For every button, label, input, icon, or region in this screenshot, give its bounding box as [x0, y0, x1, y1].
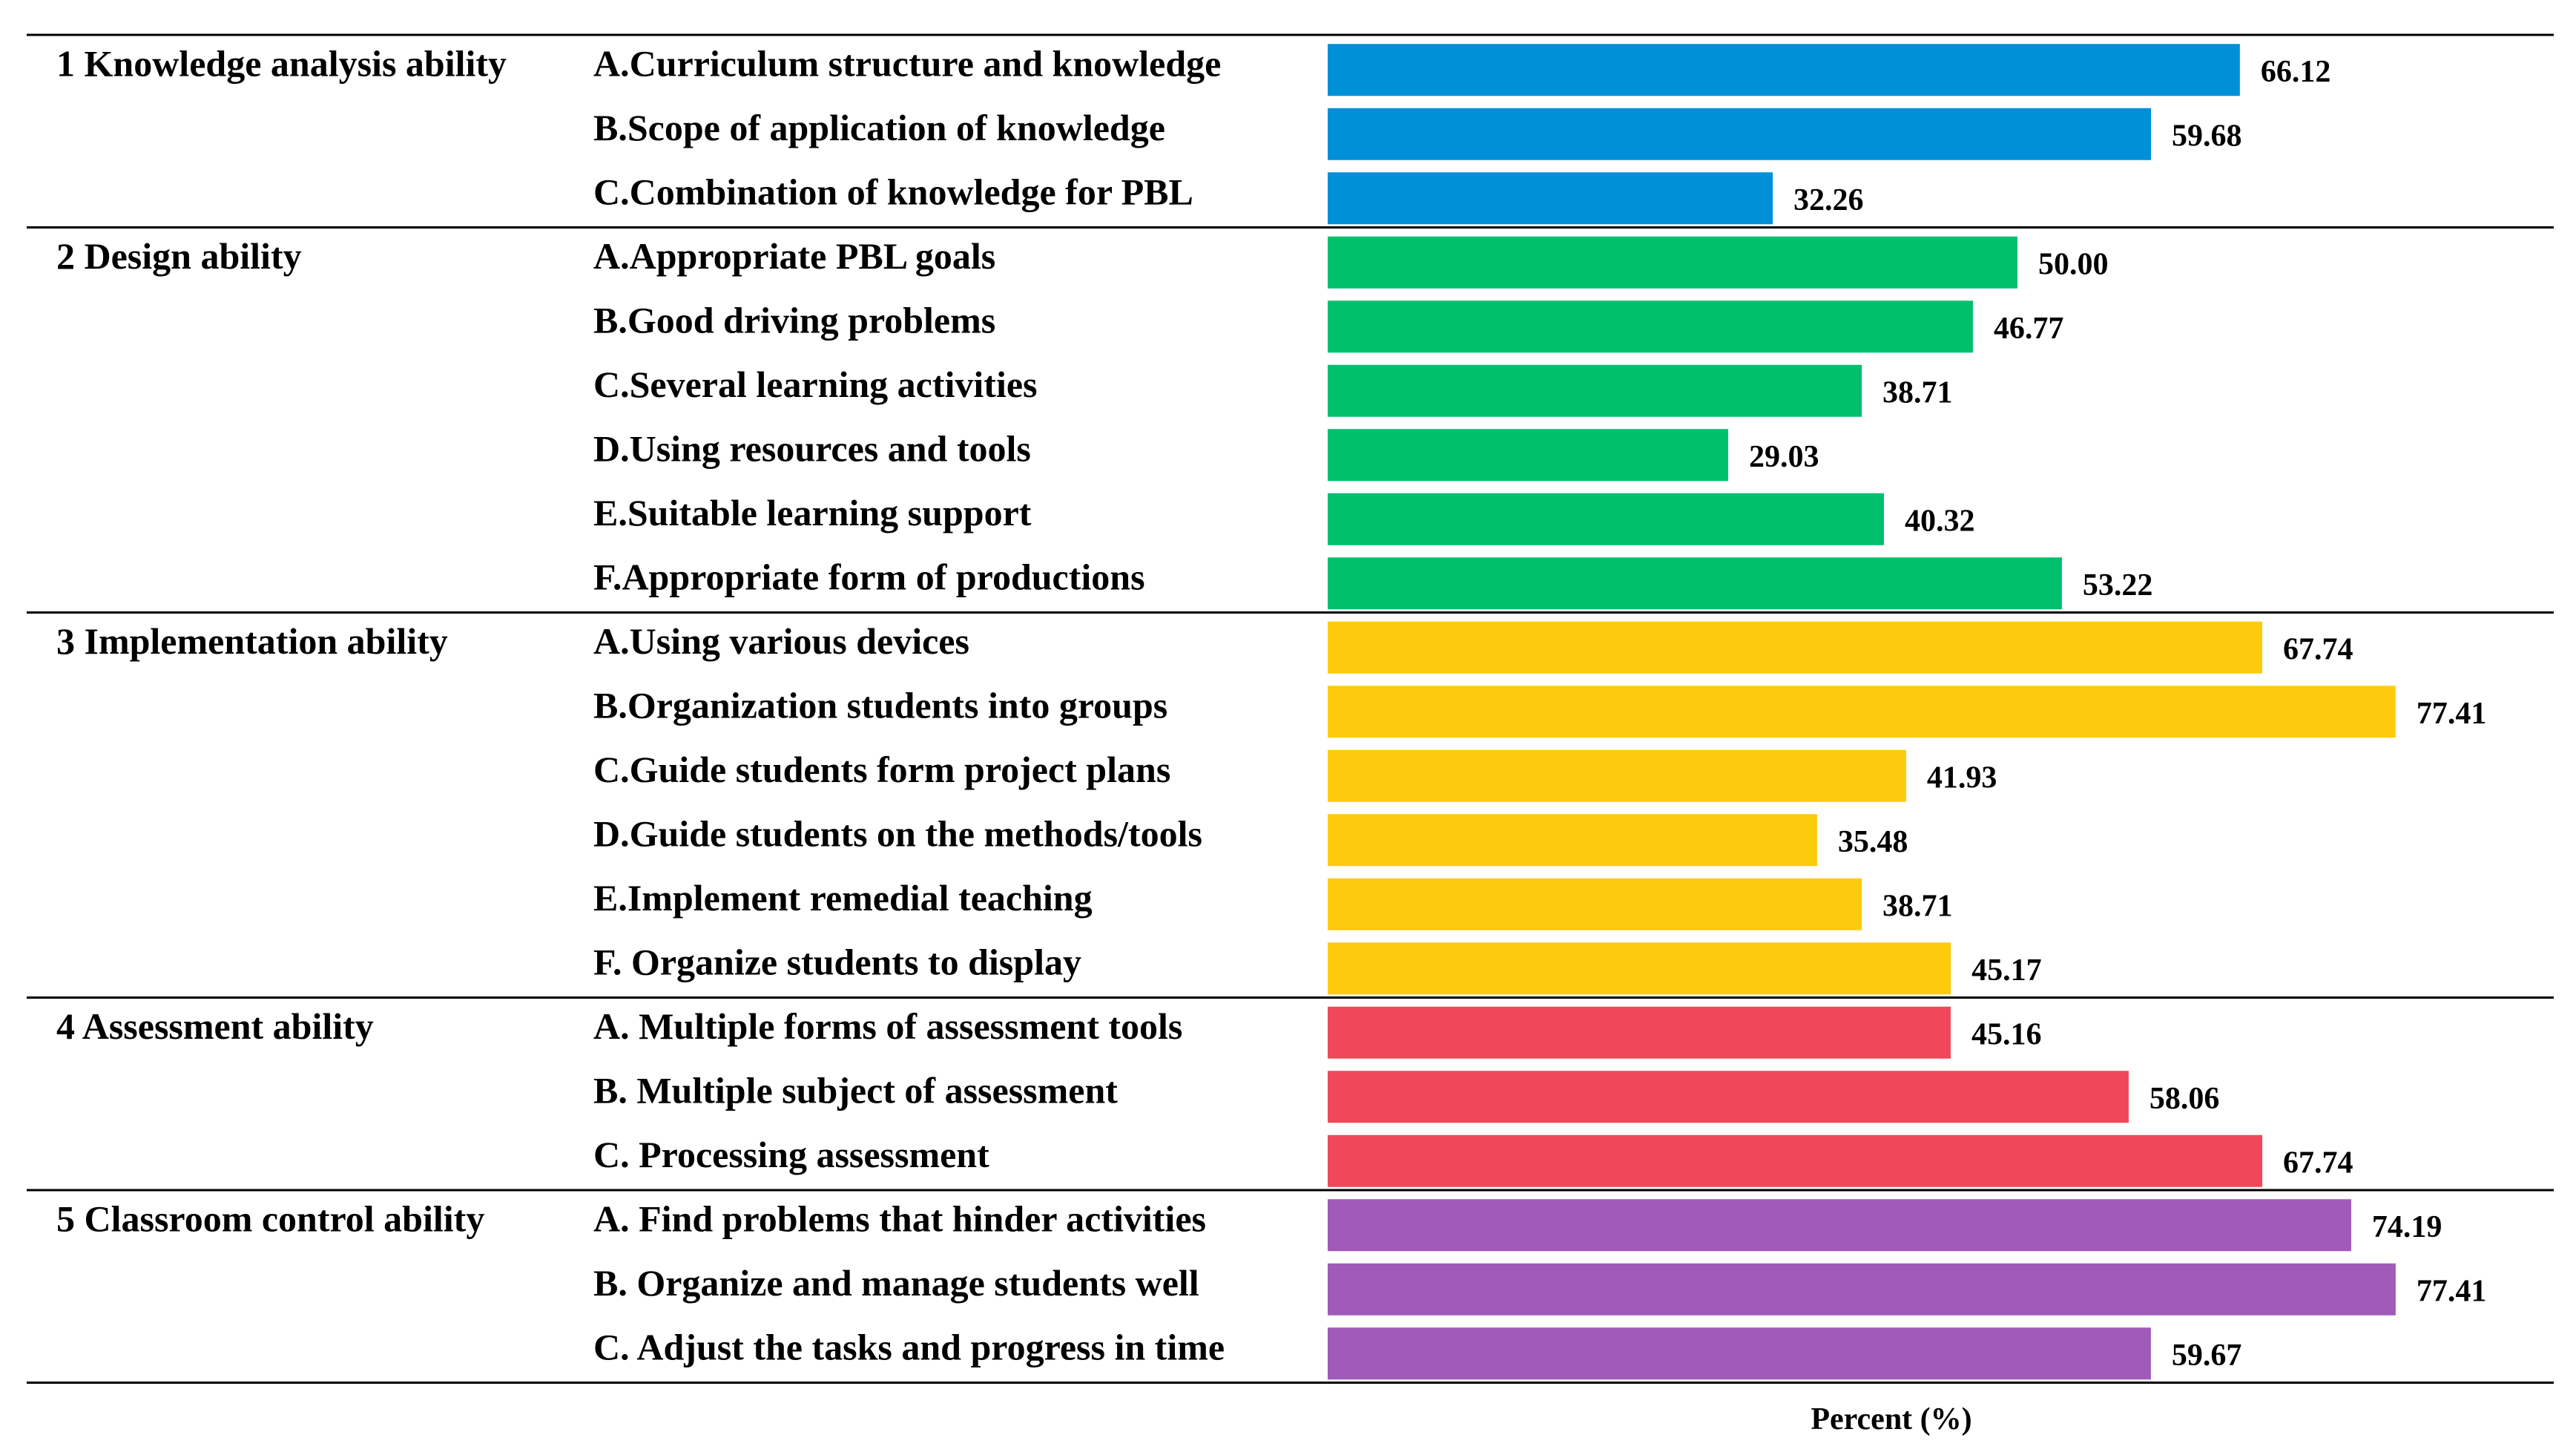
bar: [1328, 429, 1728, 482]
category-label: 3 Implementation ability: [56, 620, 448, 662]
item-label: B. Multiple subject of assessment: [593, 1070, 1118, 1111]
data-label: 40.32: [1905, 504, 1975, 538]
category-label: 2 Design ability: [56, 235, 302, 277]
bar: [1328, 1199, 2351, 1252]
item-label: C.Guide students form project plans: [593, 749, 1170, 790]
item-label: A.Using various devices: [593, 620, 969, 662]
item-label: B. Organize and manage students well: [593, 1262, 1199, 1304]
data-label: 38.71: [1882, 375, 1953, 410]
data-label: 67.74: [2283, 1146, 2353, 1180]
bar: [1328, 236, 2017, 289]
data-label: 74.19: [2372, 1210, 2442, 1244]
data-label: 77.41: [2417, 1274, 2487, 1308]
bar: [1328, 172, 1773, 225]
data-label: 59.67: [2172, 1339, 2242, 1373]
data-label: 67.74: [2283, 632, 2353, 666]
category-label: 5 Classroom control ability: [56, 1198, 484, 1240]
category-label: 1 Knowledge analysis ability: [56, 43, 507, 85]
bar: [1328, 44, 2240, 96]
bar: [1328, 108, 2152, 160]
bar: [1328, 749, 1906, 802]
data-label: 29.03: [1749, 440, 1819, 474]
data-label: 58.06: [2150, 1082, 2220, 1116]
item-label: B.Good driving problems: [593, 300, 995, 341]
data-label: 50.00: [2038, 247, 2109, 281]
item-label: A. Find problems that hinder activities: [593, 1198, 1206, 1240]
data-label: 45.17: [1971, 953, 2042, 988]
item-label: A.Curriculum structure and knowledge: [593, 43, 1221, 85]
bar: [1328, 1006, 1951, 1059]
bar: [1328, 942, 1951, 995]
bar: [1328, 621, 2262, 674]
bar: [1328, 557, 2062, 610]
bar: [1328, 300, 1973, 353]
data-label: 32.26: [1793, 183, 1864, 217]
bar: [1328, 814, 1817, 867]
item-label: A. Multiple forms of assessment tools: [593, 1005, 1182, 1047]
data-label: 45.16: [1971, 1017, 2042, 1051]
data-label: 77.41: [2417, 697, 2487, 731]
data-label: 59.68: [2172, 119, 2242, 153]
bar: [1328, 686, 2396, 738]
group-separators: [27, 33, 2554, 1384]
bars-layer: [1328, 44, 2396, 1380]
data-label: 66.12: [2261, 55, 2331, 89]
item-label: D.Using resources and tools: [593, 428, 1031, 470]
bar: [1328, 364, 1862, 417]
item-label: C.Combination of knowledge for PBL: [593, 171, 1193, 213]
item-label: A.Appropriate PBL goals: [593, 235, 995, 277]
labels-layer: 1 Knowledge analysis ability A.Curriculum…: [56, 43, 2486, 1373]
item-label: C. Adjust the tasks and progress in time: [593, 1327, 1225, 1368]
item-label: F. Organize students to display: [593, 942, 1081, 983]
item-label: B.Scope of application of knowledge: [593, 107, 1165, 148]
item-label: D.Guide students on the methods/tools: [593, 813, 1202, 855]
bar: [1328, 1071, 2129, 1123]
data-label: 53.22: [2083, 568, 2153, 602]
item-label: F.Appropriate form of productions: [593, 556, 1145, 598]
x-axis-title: Percent (%): [1811, 1402, 1971, 1436]
item-label: B.Organization students into groups: [593, 685, 1167, 726]
bar: [1328, 493, 1884, 545]
item-label: C. Processing assessment: [593, 1134, 989, 1175]
bar: [1328, 1327, 2151, 1380]
data-label: 41.93: [1927, 761, 1997, 795]
item-label: E.Implement remedial teaching: [593, 877, 1093, 919]
bar: [1328, 878, 1862, 930]
item-label: E.Suitable learning support: [593, 492, 1032, 533]
bar: [1328, 1263, 2396, 1316]
data-label: 35.48: [1838, 825, 1908, 859]
data-label: 38.71: [1882, 889, 1953, 923]
bar: [1328, 1134, 2262, 1187]
category-label: 4 Assessment ability: [56, 1005, 374, 1047]
item-label: C.Several learning activities: [593, 364, 1038, 405]
data-label: 46.77: [1994, 312, 2064, 346]
